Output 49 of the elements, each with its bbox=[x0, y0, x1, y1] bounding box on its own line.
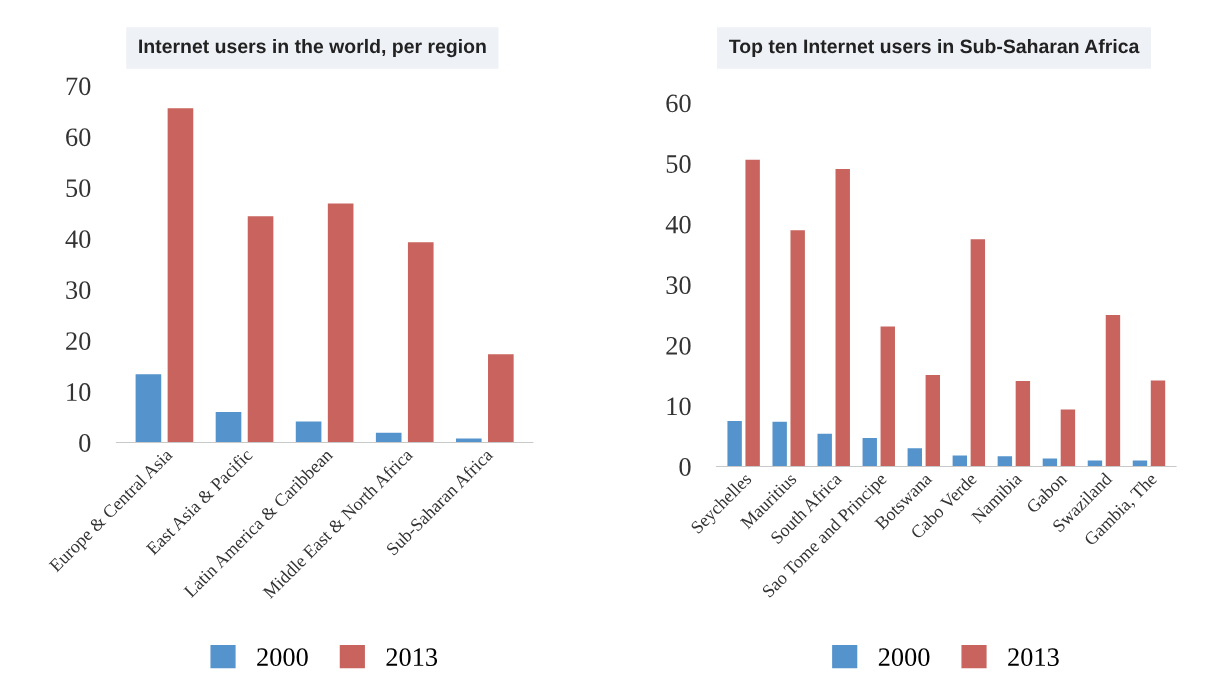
bar bbox=[455, 438, 482, 443]
bar bbox=[1060, 409, 1076, 467]
legend-label: 2000 bbox=[878, 648, 930, 667]
y-tick-label: 10 bbox=[667, 397, 691, 416]
bar bbox=[925, 374, 941, 467]
chart-title: Top ten Internet users in Sub-Saharan Africa bbox=[729, 38, 1140, 58]
y-tick-label: 30 bbox=[666, 276, 691, 295]
bar bbox=[295, 421, 322, 443]
y-tick-label: 50 bbox=[66, 179, 91, 198]
chart-title: Internet users in the world, per region bbox=[139, 38, 486, 58]
bar bbox=[970, 239, 986, 467]
bar bbox=[488, 354, 514, 443]
bar bbox=[835, 168, 850, 467]
y-tick-label: 0 bbox=[79, 434, 91, 452]
bar bbox=[745, 159, 760, 467]
bar bbox=[167, 108, 194, 443]
y-tick-label: 30 bbox=[66, 281, 91, 300]
y-tick-label: 40 bbox=[665, 215, 691, 234]
y-tick-label: 0 bbox=[679, 458, 691, 476]
legend-label: 2013 bbox=[1008, 648, 1059, 667]
bar bbox=[135, 374, 162, 443]
bar bbox=[790, 230, 805, 467]
bar bbox=[997, 456, 1013, 467]
bar bbox=[1132, 460, 1148, 467]
bar bbox=[1105, 314, 1121, 467]
bar bbox=[247, 216, 274, 443]
bar bbox=[817, 433, 832, 467]
bar bbox=[375, 432, 402, 443]
bar bbox=[862, 438, 877, 467]
y-tick-label: 10 bbox=[67, 383, 91, 401]
y-tick-label: 20 bbox=[66, 332, 91, 350]
bar bbox=[1150, 380, 1166, 467]
bar bbox=[880, 326, 895, 467]
legend-label: 2000 bbox=[257, 648, 308, 667]
y-tick-label: 60 bbox=[666, 94, 691, 113]
y-tick-label: 50 bbox=[666, 155, 691, 173]
bar bbox=[772, 421, 787, 467]
bar bbox=[407, 242, 434, 443]
legend-label: 2013 bbox=[386, 648, 438, 667]
bar bbox=[907, 448, 922, 467]
bar bbox=[215, 411, 242, 443]
bar bbox=[727, 421, 742, 467]
y-tick-label: 20 bbox=[666, 336, 691, 355]
bar bbox=[1015, 381, 1031, 467]
y-tick-label: 70 bbox=[66, 77, 91, 96]
bar bbox=[327, 203, 354, 443]
y-tick-label: 60 bbox=[66, 128, 91, 147]
bar bbox=[1087, 460, 1103, 467]
y-tick-label: 40 bbox=[65, 230, 91, 249]
